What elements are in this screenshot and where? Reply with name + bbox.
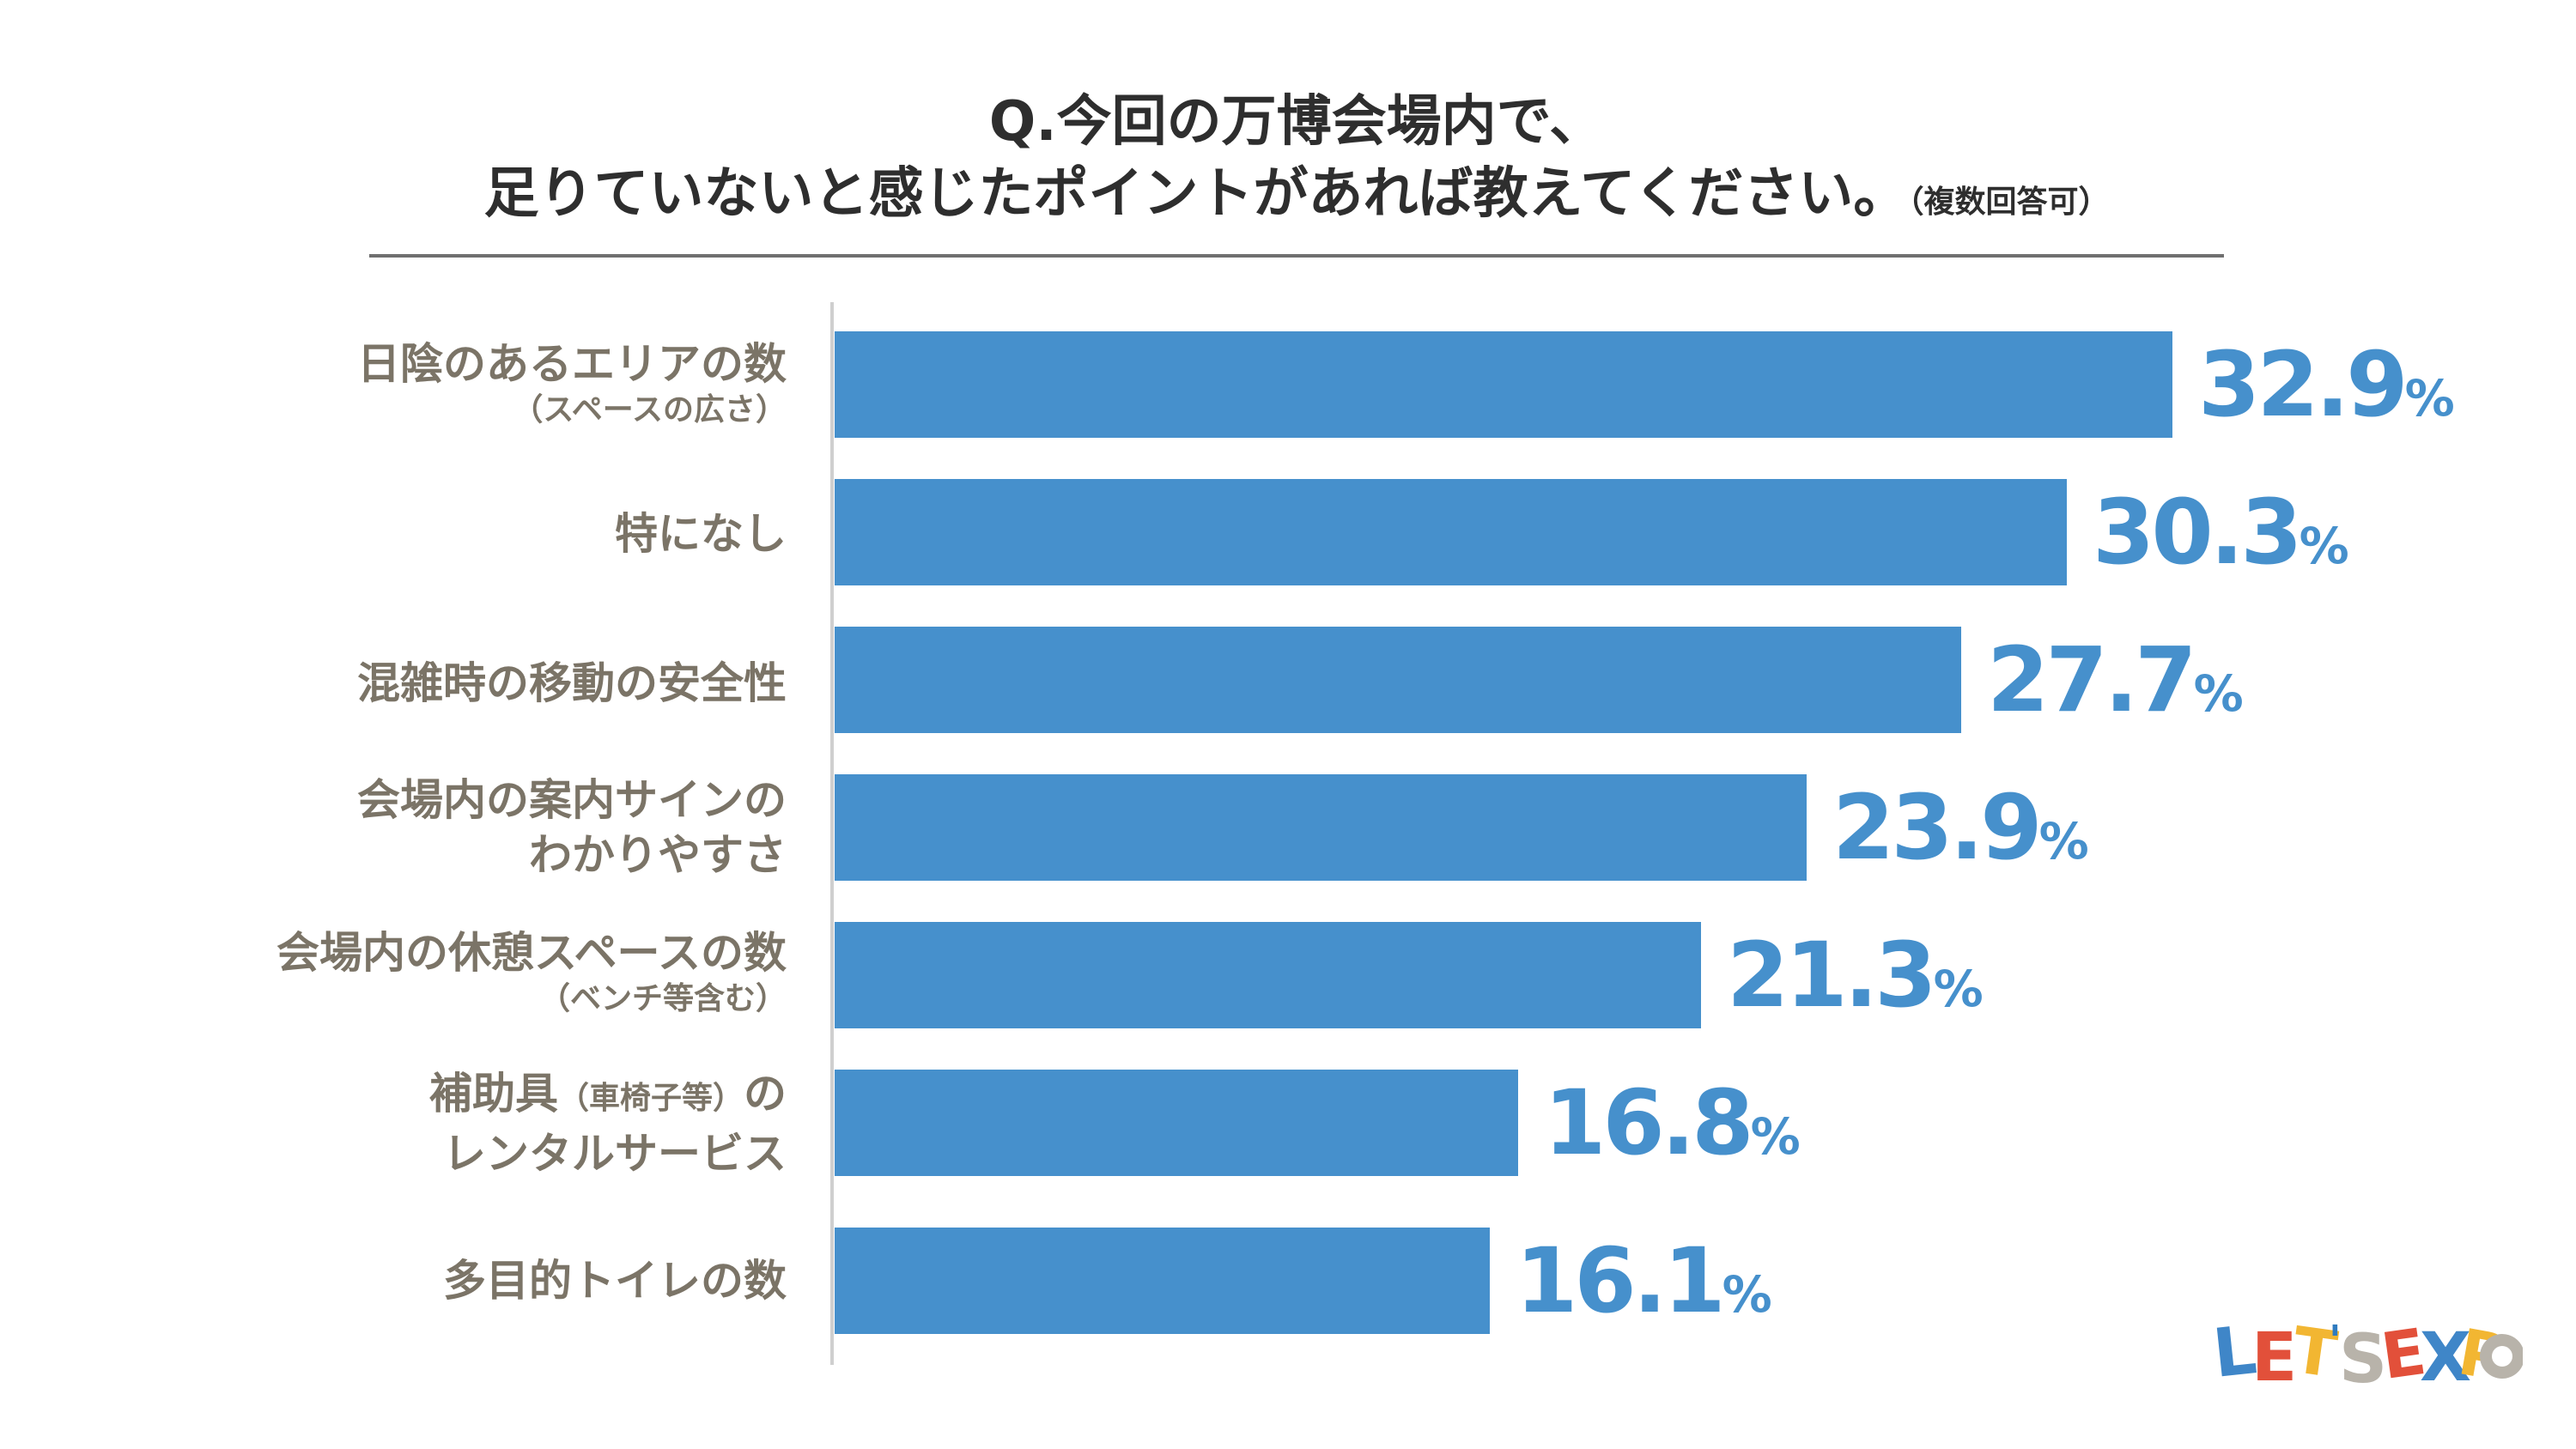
- bar-shade-areas: [835, 331, 2172, 438]
- chart-title: Q.今回の万博会場内で、 足りていないと感じたポイントがあれば教えてください。（…: [369, 86, 2224, 239]
- value-label: 21.3%: [1727, 922, 1984, 1028]
- svg-text:X: X: [2420, 1319, 2471, 1389]
- value-label: 27.7%: [1987, 627, 2244, 733]
- category-label-text: 多目的トイレの数: [443, 1256, 787, 1306]
- value-number: 23.9: [1832, 775, 2043, 880]
- y-axis-line: [830, 302, 834, 1365]
- value-percent-sign: %: [1750, 1107, 1801, 1166]
- category-label-text-2: レンタルサービス: [443, 1129, 787, 1179]
- svg-text:E: E: [2251, 1319, 2297, 1389]
- value-percent-sign: %: [1722, 1265, 1772, 1324]
- category-sublabel: （スペースの広さ）: [512, 392, 787, 427]
- value-percent-sign: %: [1933, 960, 1984, 1018]
- value-number: 21.3: [1727, 923, 1937, 1028]
- category-label-text: 補助具: [428, 1069, 558, 1119]
- category-label-shade-areas: 日陰のあるエリアの数 （スペースの広さ）: [357, 336, 787, 429]
- value-number: 27.7: [1987, 627, 2197, 732]
- category-label-nothing: 特になし: [615, 506, 787, 561]
- bar-crowd-safety: [835, 627, 1961, 733]
- svg-text:S: S: [2339, 1321, 2387, 1389]
- bar-assistive-rental: [835, 1070, 1518, 1176]
- value-number: 16.8: [1544, 1070, 1754, 1175]
- category-label-suffix: の: [744, 1069, 787, 1119]
- svg-text:': ': [2329, 1317, 2342, 1365]
- value-percent-sign: %: [2299, 517, 2349, 575]
- title-line-2-text: 足りていないと感じたポイントがあれば教えてください。: [483, 162, 1909, 226]
- svg-text:E: E: [2377, 1315, 2430, 1389]
- category-label-text: 混雑時の移動の安全性: [357, 658, 787, 708]
- value-number: 32.9: [2198, 332, 2409, 437]
- value-label: 16.1%: [1516, 1228, 1772, 1334]
- title-note: （複数回答可）: [1908, 185, 2110, 220]
- svg-text:L: L: [2214, 1312, 2260, 1389]
- category-label-text: 日陰のあるエリアの数: [357, 339, 787, 389]
- logo-graphic: L E T ' S E X P: [2209, 1312, 2524, 1398]
- category-label-text-2: わかりやすさ: [529, 830, 787, 880]
- title-line-1: Q.今回の万博会場内で、: [988, 90, 1605, 154]
- value-label: 16.8%: [1544, 1070, 1801, 1176]
- title-line-2: 足りていないと感じたポイントがあれば教えてください。（複数回答可）: [369, 158, 2224, 239]
- value-percent-sign: %: [2193, 664, 2244, 723]
- svg-text:T: T: [2288, 1313, 2342, 1389]
- category-label-text: 会場内の案内サインの: [357, 775, 787, 825]
- category-label-signage: 会場内の案内サインの わかりやすさ: [357, 773, 787, 882]
- category-label-paren: （車椅子等）: [557, 1081, 744, 1116]
- value-number: 30.3: [2093, 480, 2303, 585]
- bar-rest-spaces: [835, 922, 1701, 1028]
- value-number: 16.1: [1516, 1228, 1726, 1333]
- category-label-multipurpose-toilets: 多目的トイレの数: [443, 1253, 787, 1308]
- value-label: 30.3%: [2093, 479, 2349, 585]
- category-label-text: 特になし: [615, 509, 787, 559]
- value-percent-sign: %: [2038, 812, 2089, 870]
- category-label-text: 会場内の休憩スペースの数: [276, 928, 787, 978]
- title-underline: [369, 254, 2224, 258]
- category-label-crowd-safety: 混雑時の移動の安全性: [357, 656, 787, 711]
- value-label: 23.9%: [1832, 774, 2089, 881]
- category-sublabel: （ベンチ等含む）: [538, 981, 787, 1016]
- bar-signage: [835, 774, 1807, 881]
- bar-multipurpose-toilets: [835, 1228, 1490, 1334]
- value-percent-sign: %: [2404, 369, 2455, 427]
- category-label-assistive-rental: 補助具（車椅子等）の レンタルサービス: [429, 1066, 787, 1181]
- category-label-rest-spaces: 会場内の休憩スペースの数 （ベンチ等含む）: [276, 925, 787, 1018]
- value-label: 32.9%: [2198, 331, 2455, 438]
- bar-nothing: [835, 479, 2067, 585]
- lets-expo-logo: L E T ' S E X P: [2209, 1312, 2524, 1398]
